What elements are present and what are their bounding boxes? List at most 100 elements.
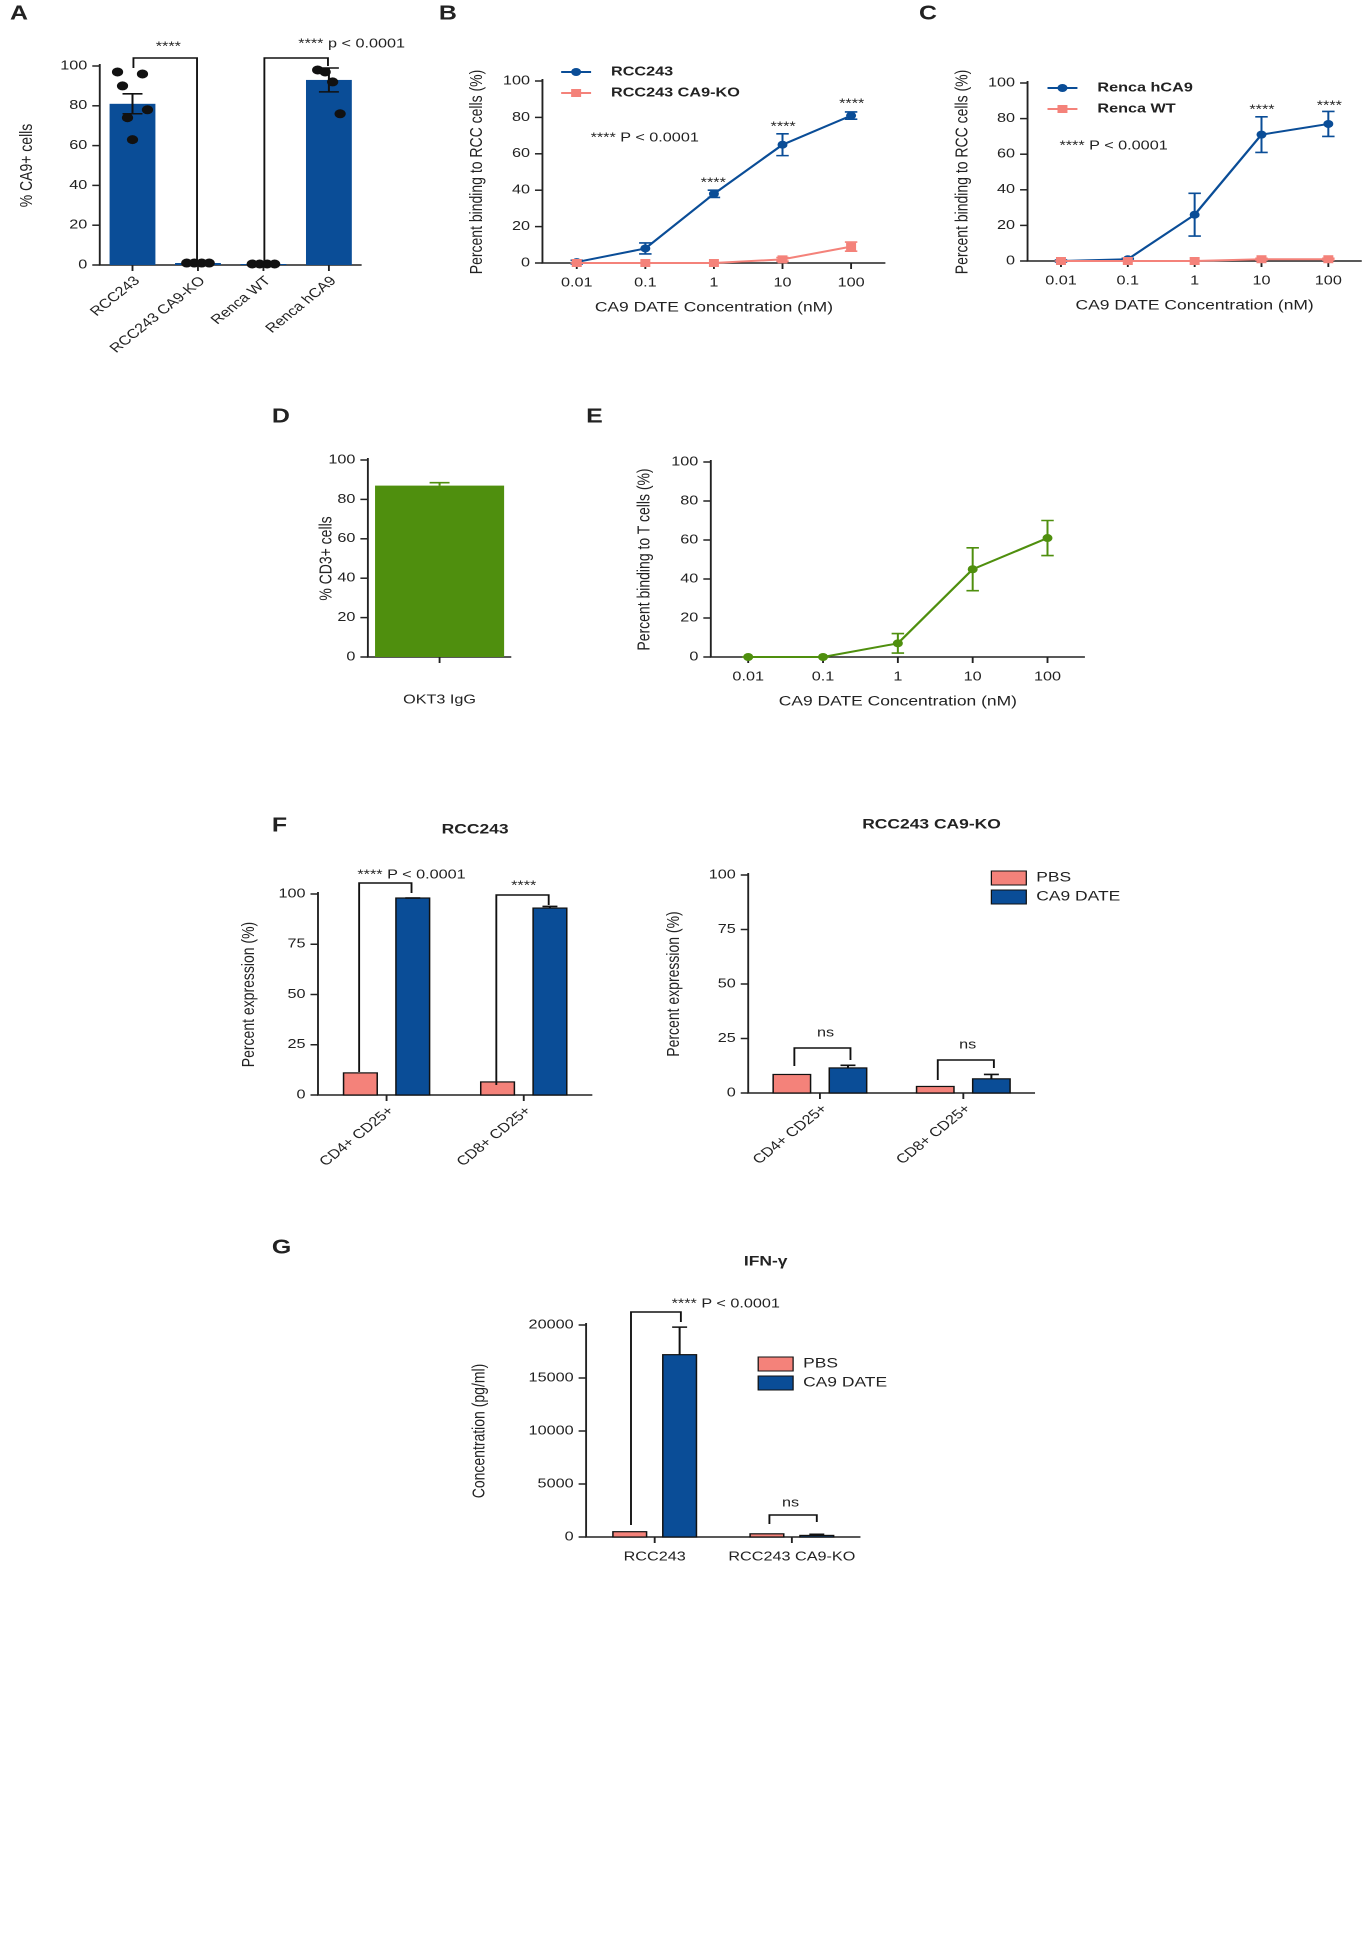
annotation: ns <box>959 1038 976 1052</box>
legend-label: RCC243 <box>611 65 673 79</box>
y-tick-label: 60 <box>997 147 1015 161</box>
chart-title: RCC243 CA9-KO <box>862 817 1001 832</box>
bar <box>915 1085 955 1094</box>
y-axis-label: % CA9+ cells <box>18 124 37 208</box>
y-tick-label: 0 <box>727 1086 736 1100</box>
error-bar <box>542 905 558 909</box>
legend-marker <box>571 89 582 97</box>
data-point <box>141 105 154 115</box>
y-tick-label: 60 <box>337 532 355 546</box>
x-tick-label: Renca hCA9 <box>263 274 340 336</box>
marker <box>640 259 651 267</box>
data-point <box>121 113 134 123</box>
axes <box>585 1323 861 1538</box>
annotation: **** <box>1249 103 1275 117</box>
marker <box>708 189 719 198</box>
bar <box>375 485 505 657</box>
panel-label: A <box>10 2 28 24</box>
annotation: **** <box>156 40 182 54</box>
marker <box>1323 255 1334 264</box>
legend-marker <box>571 68 582 76</box>
x-tick-label: RCC243 <box>624 1550 686 1564</box>
bracket <box>358 882 413 1072</box>
y-tick-label: 75 <box>287 937 305 951</box>
legend-swatch <box>757 1356 794 1372</box>
x-tick-label: 10 <box>773 276 791 290</box>
bracket <box>495 894 550 1085</box>
panel-label: C <box>919 2 937 24</box>
data-point <box>136 69 149 79</box>
y-tick-label: 50 <box>287 987 305 1001</box>
annotation: ns <box>817 1026 834 1040</box>
legend-marker <box>1057 105 1068 113</box>
y-tick-label: 80 <box>512 110 530 124</box>
bracket <box>132 57 198 261</box>
y-tick-label: 60 <box>69 138 87 152</box>
marker <box>1189 257 1200 265</box>
bar <box>772 1073 812 1094</box>
legend-swatch <box>757 1375 794 1391</box>
marker <box>777 255 788 264</box>
y-tick-label: 100 <box>278 887 305 901</box>
panel-label: D <box>272 405 290 427</box>
marker <box>1256 130 1267 139</box>
x-tick-label: 10 <box>1252 274 1270 288</box>
y-tick-label: 100 <box>671 455 698 469</box>
x-tick-label: CD8+ CD25+ <box>893 1102 974 1167</box>
bar <box>749 1533 785 1538</box>
bar <box>612 1531 648 1538</box>
panel-label: G <box>272 1236 291 1258</box>
x-tick-label: 1 <box>893 670 902 684</box>
data-point <box>334 109 346 119</box>
y-tick-label: 25 <box>718 1031 736 1045</box>
axes <box>541 79 886 264</box>
bar <box>305 79 352 266</box>
marker <box>1256 255 1267 264</box>
panel-label: F <box>272 814 287 836</box>
chart-title: RCC243 <box>442 822 509 837</box>
x-tick-label: 0.01 <box>561 276 593 290</box>
marker <box>640 244 651 253</box>
bar <box>395 897 431 1096</box>
legend-label: PBS <box>1036 870 1071 885</box>
x-tick-label: Renca WT <box>208 274 275 327</box>
y-axis-label: Percent expression (%) <box>665 911 684 1056</box>
annotation: **** P < 0.0001 <box>357 868 465 882</box>
marker <box>818 653 829 661</box>
y-tick-label: 40 <box>69 178 87 192</box>
legend-label: Renca WT <box>1097 102 1175 116</box>
x-tick-label: CD4+ CD25+ <box>316 1104 397 1169</box>
y-tick-label: 80 <box>69 99 87 113</box>
annotation: **** <box>1317 99 1343 113</box>
y-tick-label: 60 <box>512 147 530 161</box>
y-tick-label: 40 <box>997 183 1015 197</box>
y-tick-label: 100 <box>988 76 1015 90</box>
y-tick-label: 80 <box>337 492 355 506</box>
x-tick-label: 10 <box>964 670 982 684</box>
y-tick-label: 0 <box>1006 254 1015 268</box>
y-tick-label: 100 <box>328 453 355 467</box>
bracket <box>630 1311 682 1525</box>
y-tick-label: 100 <box>503 74 530 88</box>
y-tick-label: 25 <box>287 1038 305 1052</box>
legend-label: RCC243 CA9-KO <box>611 86 740 100</box>
x-tick-label: CD8+ CD25+ <box>454 1104 535 1169</box>
data-point <box>203 258 215 268</box>
x-axis-label: CA9 DATE Concentration (nM) <box>595 300 833 315</box>
data-point <box>116 81 129 91</box>
data-point <box>111 67 124 77</box>
y-tick-label: 20000 <box>529 1318 574 1332</box>
x-axis-label: CA9 DATE Concentration (nM) <box>779 694 1017 709</box>
bar <box>828 1067 868 1094</box>
x-tick-label: 0.01 <box>732 670 764 684</box>
legend-swatch <box>990 870 1027 886</box>
x-tick-label: 1 <box>1190 274 1199 288</box>
y-tick-label: 75 <box>718 922 736 936</box>
bracket <box>793 1047 852 1066</box>
error-bar <box>983 1073 999 1079</box>
data-point <box>327 77 339 87</box>
panel-label: B <box>439 2 457 24</box>
y-tick-label: 20 <box>512 219 530 233</box>
y-tick-label: 0 <box>297 1088 306 1102</box>
annotation: **** P < 0.0001 <box>591 131 699 145</box>
